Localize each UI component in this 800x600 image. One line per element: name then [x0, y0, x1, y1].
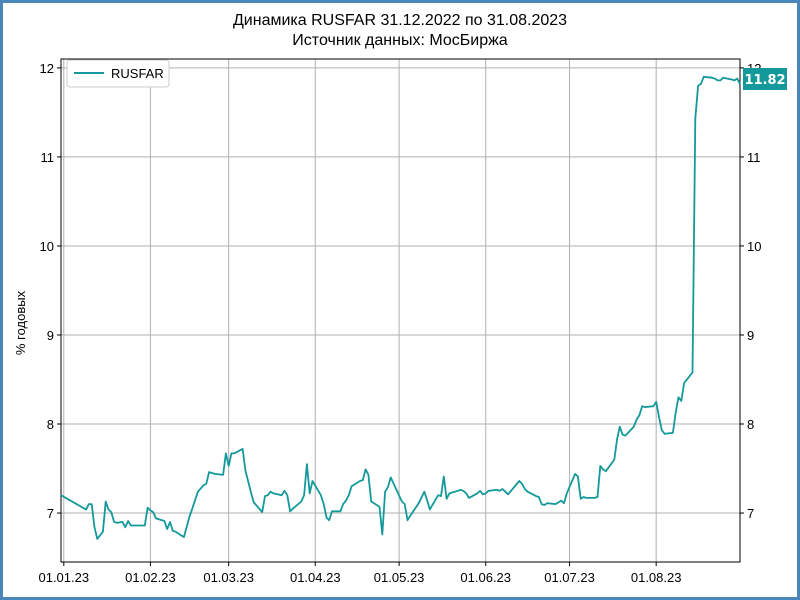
x-tick-label: 01.04.23 [290, 570, 341, 585]
y-tick-label-right: 8 [747, 417, 754, 432]
grid [61, 59, 740, 562]
last-value-label: 11.82 [744, 73, 785, 88]
chart-title: Динамика RUSFAR 31.12.2022 по 31.08.2023 [233, 12, 567, 29]
last-value-badge: 11.82 [743, 68, 787, 90]
chart-subtitle: Источник данных: МосБиржа [292, 32, 507, 49]
legend-label: RUSFAR [111, 66, 164, 81]
y-tick-label: 10 [40, 239, 54, 254]
y-tick-label-right: 9 [747, 328, 754, 343]
x-tick-label: 01.07.23 [544, 570, 595, 585]
y-tick-label-right: 10 [747, 239, 761, 254]
plot-area [60, 58, 741, 563]
series-line-rusfar [60, 75, 741, 540]
x-axis: 01.01.23 01.02.23 01.03.23 01.04.23 01.05.23… [38, 562, 681, 585]
y-tick-label: 11 [41, 150, 55, 165]
y-tick-label: 12 [40, 61, 54, 76]
legend: RUSFAR [66, 59, 170, 88]
y-axis-left: 7 8 9 10 11 12 [40, 61, 61, 521]
y-tick-label: 9 [47, 328, 54, 343]
y-axis-label: % годовых [13, 290, 28, 355]
x-tick-label: 01.06.23 [460, 570, 511, 585]
legend-box [66, 59, 170, 88]
y-tick-label: 7 [47, 506, 54, 521]
y-tick-label: 8 [47, 417, 54, 432]
x-tick-label: 01.01.23 [38, 570, 89, 585]
x-tick-label: 01.02.23 [125, 570, 176, 585]
y-tick-label-right: 7 [747, 506, 754, 521]
last-value-badge-bg [743, 68, 787, 90]
x-tick-label: 01.05.23 [374, 570, 425, 585]
y-tick-label-right: 11 [747, 150, 761, 165]
x-tick-label: 01.08.23 [631, 570, 682, 585]
x-tick-label: 01.03.23 [203, 570, 254, 585]
